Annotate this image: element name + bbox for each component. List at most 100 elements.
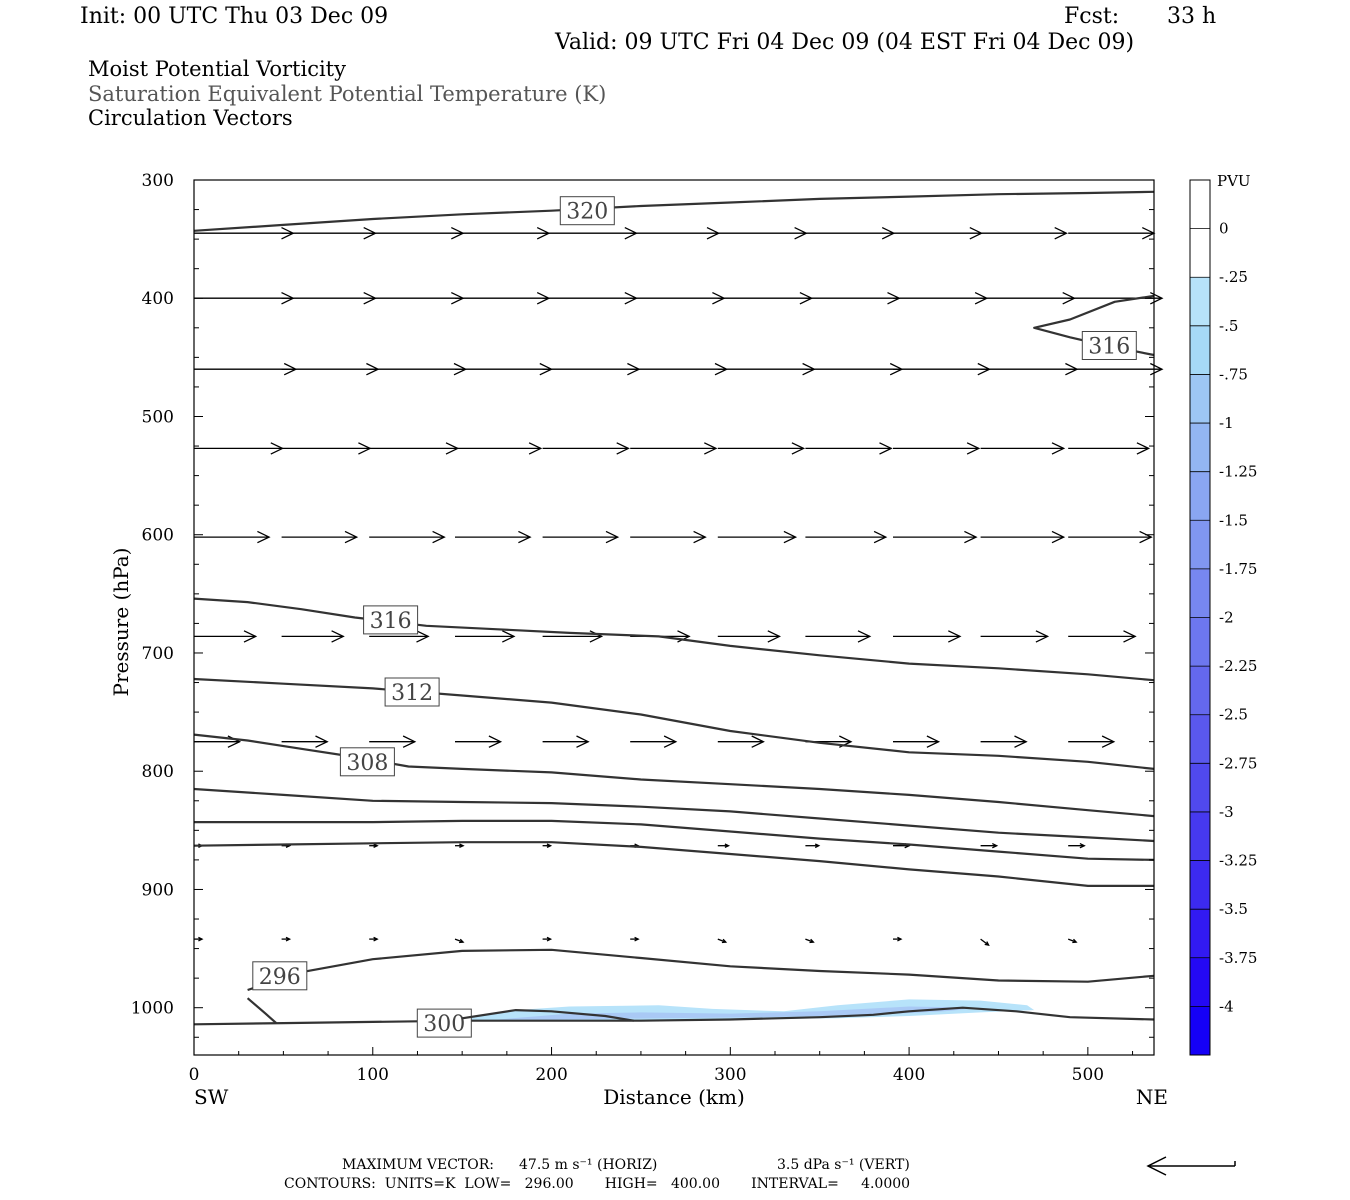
wind-vector [717, 938, 728, 944]
wind-vector [542, 843, 553, 848]
contour-line [193, 190, 1155, 232]
wind-vector [542, 292, 638, 305]
wind-vector [893, 442, 981, 455]
wind-vector [893, 292, 989, 305]
colorbar-label: -3.25 [1219, 852, 1257, 870]
x-endpoint-left: SW [194, 1085, 229, 1109]
wind-vector [281, 362, 380, 376]
wind-vector [980, 630, 1050, 643]
colorbar-label: -4 [1219, 997, 1234, 1015]
colorbar-swatch [1190, 860, 1210, 910]
wind-vector [805, 938, 815, 944]
colorbar-label: -1 [1219, 414, 1234, 432]
field-title-theta-es: Saturation Equivalent Potential Temperat… [88, 82, 607, 106]
wind-vector [1068, 735, 1116, 748]
max-vector-label: MAXIMUM VECTOR: [342, 1157, 494, 1173]
colorbar-label: -1.75 [1219, 560, 1257, 578]
colorbar-label: -3.75 [1219, 949, 1257, 967]
wind-vector [542, 227, 638, 240]
y-tick-label: 600 [142, 526, 174, 546]
contour-label: 312 [384, 677, 440, 707]
wind-vector [893, 362, 991, 376]
colorbar-swatch [1190, 714, 1210, 764]
contour-label: 300 [416, 1008, 472, 1038]
contour-line [246, 997, 277, 1024]
field-title-mpv: Moist Potential Vorticity [88, 57, 346, 81]
wind-vector [980, 735, 1028, 748]
y-tick-label: 500 [142, 407, 174, 427]
contour-label: 308 [339, 747, 395, 777]
colorbar-swatch [1190, 666, 1210, 716]
wind-vector [805, 227, 896, 240]
wind-vector [455, 843, 465, 848]
wind-vector [805, 530, 888, 544]
colorbar-swatch [1190, 909, 1210, 959]
wind-vector [369, 936, 379, 942]
wind-vector [455, 442, 543, 455]
wind-vector [980, 938, 990, 946]
wind-vector [542, 530, 620, 544]
colorbar-label: -1.25 [1219, 463, 1257, 481]
x-tick-label: 300 [714, 1065, 746, 1085]
x-tick-label: 100 [357, 1065, 389, 1085]
contour-line [462, 1008, 634, 1022]
wind-vector [455, 227, 551, 240]
colorbar-label: -3.5 [1219, 900, 1248, 918]
colorbar-label: -1.5 [1219, 511, 1248, 529]
valid-time: Valid: 09 UTC Fri 04 Dec 09 (04 EST Fri … [555, 30, 1135, 55]
colorbar-swatch [1190, 520, 1210, 570]
circulation-vectors [194, 227, 1164, 946]
wind-vector [630, 530, 707, 544]
x-endpoint-right: NE [1136, 1085, 1168, 1109]
wind-vector [630, 936, 640, 942]
wind-vector [630, 735, 678, 748]
wind-vector [194, 362, 298, 376]
colorbar-swatch [1190, 228, 1210, 278]
colorbar-label: -.5 [1219, 317, 1238, 335]
wind-vector [281, 227, 378, 240]
wind-vector [281, 630, 345, 643]
theta-es-contours: 320 316 316 312 308 296 300 [193, 190, 1155, 1038]
wind-vector [194, 442, 284, 455]
mpv-region [497, 1006, 981, 1020]
wind-vector [717, 227, 808, 240]
mpv-shading [462, 999, 1035, 1021]
wind-vector [369, 362, 468, 376]
colorbar-swatch [1190, 180, 1210, 229]
colorbar-swatch [1190, 811, 1210, 861]
colorbar-label: -2 [1219, 609, 1234, 627]
contour-line [193, 733, 1155, 818]
colorbar-swatch [1190, 1006, 1210, 1056]
wind-vector [1068, 630, 1137, 643]
field-title-vectors: Circulation Vectors [88, 106, 293, 130]
svg-text:320: 320 [566, 200, 608, 225]
colorbar-swatch [1190, 423, 1210, 472]
wind-vector [717, 292, 814, 305]
contour-label: 320 [559, 196, 615, 226]
wind-vector [194, 936, 204, 942]
reference-vector [1146, 1156, 1236, 1176]
wind-vector [369, 735, 417, 748]
wind-vector [281, 530, 359, 544]
colorbar-label: -.75 [1219, 365, 1248, 383]
colorbar-swatch [1190, 374, 1210, 424]
wind-vector [893, 735, 941, 748]
x-tick-label: 0 [189, 1065, 200, 1085]
wind-vector [369, 227, 465, 240]
y-tick-label: 800 [142, 762, 174, 782]
wind-vector [281, 735, 329, 748]
svg-text:316: 316 [370, 609, 412, 634]
wind-vector [980, 227, 1068, 240]
y-tick-label: 1000 [131, 999, 174, 1019]
colorbar-label: -2.75 [1219, 754, 1257, 772]
svg-text:308: 308 [346, 751, 388, 776]
contour-line [193, 1006, 1155, 1026]
wind-vector [893, 227, 983, 240]
colorbar-swatch [1190, 277, 1210, 327]
colorbar-swatch [1190, 763, 1210, 813]
wind-vector [1067, 938, 1078, 944]
wind-vector [893, 530, 978, 544]
wind-vector [194, 530, 271, 544]
x-tick-label: 500 [1072, 1065, 1104, 1085]
